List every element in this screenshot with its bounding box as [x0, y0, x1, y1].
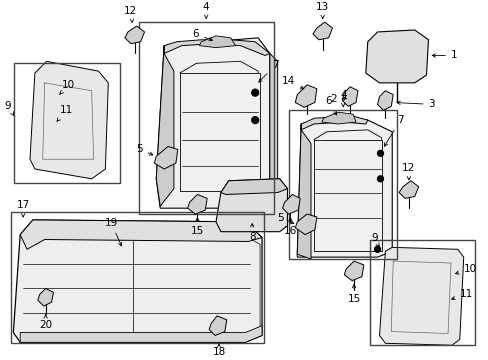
- Text: 11: 11: [450, 289, 472, 300]
- Text: 4: 4: [339, 90, 346, 107]
- Text: 1: 1: [431, 50, 457, 60]
- Text: 19: 19: [104, 218, 122, 246]
- Polygon shape: [269, 54, 277, 210]
- Polygon shape: [321, 112, 355, 124]
- Text: 7: 7: [258, 60, 278, 82]
- Text: 9: 9: [5, 102, 14, 115]
- Polygon shape: [154, 147, 178, 169]
- Bar: [289, 110, 396, 259]
- Text: 16: 16: [283, 218, 296, 236]
- Polygon shape: [20, 326, 262, 342]
- Bar: [14, 63, 120, 183]
- Polygon shape: [216, 179, 287, 232]
- Polygon shape: [301, 116, 367, 130]
- Text: 12: 12: [402, 163, 415, 180]
- Polygon shape: [199, 36, 235, 48]
- Bar: [369, 239, 474, 345]
- Text: 4: 4: [203, 3, 209, 18]
- Circle shape: [377, 176, 383, 182]
- Polygon shape: [377, 91, 392, 110]
- Bar: [11, 212, 264, 343]
- Text: 6: 6: [325, 96, 336, 115]
- Polygon shape: [312, 22, 332, 40]
- Text: 3: 3: [396, 99, 434, 109]
- Polygon shape: [221, 179, 287, 194]
- Polygon shape: [209, 316, 226, 336]
- Text: 10: 10: [59, 80, 75, 95]
- Text: 15: 15: [346, 284, 360, 304]
- Polygon shape: [398, 181, 418, 198]
- Text: 6: 6: [192, 29, 212, 41]
- Polygon shape: [297, 124, 310, 259]
- Circle shape: [251, 89, 258, 96]
- Polygon shape: [295, 85, 316, 107]
- Polygon shape: [20, 220, 262, 249]
- Polygon shape: [379, 247, 463, 345]
- Text: 18: 18: [212, 344, 225, 357]
- Text: 5: 5: [276, 213, 293, 224]
- Polygon shape: [38, 288, 53, 306]
- Text: 8: 8: [248, 224, 255, 242]
- Circle shape: [374, 246, 380, 252]
- Polygon shape: [30, 61, 108, 179]
- Polygon shape: [282, 194, 300, 214]
- Polygon shape: [342, 87, 357, 106]
- Text: 11: 11: [57, 105, 72, 121]
- Text: 7: 7: [384, 115, 403, 146]
- Text: 20: 20: [39, 314, 52, 330]
- Text: 17: 17: [17, 200, 30, 217]
- Polygon shape: [295, 214, 316, 235]
- Bar: [139, 22, 273, 214]
- Polygon shape: [164, 40, 269, 55]
- Text: 14: 14: [282, 76, 303, 89]
- Text: 15: 15: [190, 218, 203, 236]
- Polygon shape: [156, 46, 174, 206]
- Polygon shape: [344, 261, 363, 281]
- Polygon shape: [297, 120, 391, 257]
- Polygon shape: [187, 194, 207, 214]
- Text: 5: 5: [136, 144, 153, 155]
- Text: 2: 2: [329, 94, 346, 104]
- Text: 13: 13: [315, 3, 329, 18]
- Polygon shape: [125, 26, 144, 44]
- Circle shape: [377, 150, 383, 156]
- Polygon shape: [365, 30, 427, 83]
- Text: 12: 12: [124, 6, 137, 22]
- Polygon shape: [156, 38, 269, 208]
- Polygon shape: [13, 220, 262, 342]
- Text: 9: 9: [370, 233, 378, 247]
- Text: 10: 10: [454, 264, 476, 274]
- Circle shape: [251, 117, 258, 123]
